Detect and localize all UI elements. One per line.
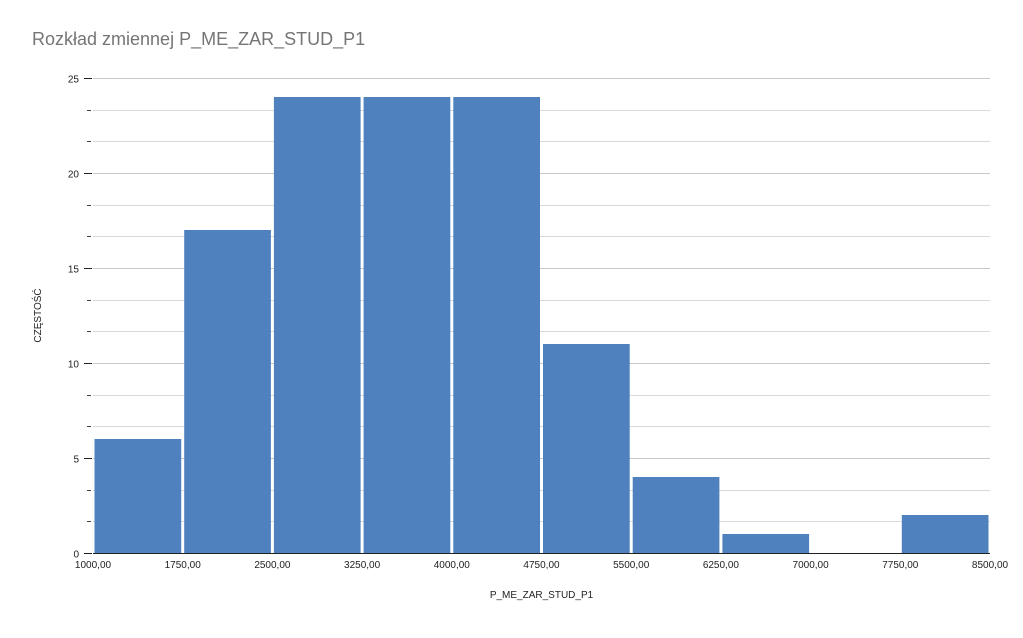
y-axis-title: CZĘSTOŚĆ (31, 288, 44, 342)
axis-labels: 0 5 10 15 20 25 1000,00 1750,00 2500,00 3250,00 40… (31, 75, 1009, 602)
chart-title: Rozkład zmiennej P_ME_ZAR_STUD_P1 (32, 29, 366, 49)
x-tick-label: 7750,00 (882, 560, 919, 571)
histogram-bar (363, 97, 451, 553)
bars (94, 97, 989, 553)
y-tick-label: 25 (68, 75, 80, 86)
histogram-bar (273, 97, 361, 553)
y-tick-label: 5 (73, 455, 79, 466)
y-tick-label: 0 (73, 550, 79, 561)
y-tick-label: 15 (68, 265, 80, 276)
histogram-bar (94, 439, 182, 553)
x-tick-label: 5500,00 (613, 560, 650, 571)
x-tick-label: 2500,00 (254, 560, 291, 571)
x-tick-label: 8500,00 (972, 560, 1009, 571)
y-tick-label: 20 (68, 170, 80, 181)
histogram-bar (543, 344, 630, 553)
x-tick-label: 3250,00 (344, 560, 381, 571)
x-tick-label: 6250,00 (703, 560, 740, 571)
x-tick-label: 4000,00 (434, 560, 471, 571)
x-tick-label: 1750,00 (165, 560, 202, 571)
histogram-bar (632, 477, 720, 553)
x-tick-label: 7000,00 (793, 560, 830, 571)
histogram-bar (184, 230, 271, 553)
x-axis-title: P_ME_ZAR_STUD_P1 (490, 590, 594, 601)
histogram-bar (901, 515, 989, 553)
histogram-bar (453, 97, 540, 553)
histogram-bar (722, 534, 810, 553)
x-tick-label: 4750,00 (523, 560, 560, 571)
y-tick-label: 10 (68, 360, 80, 371)
x-tick-label: 1000,00 (75, 560, 112, 571)
axes (84, 78, 990, 554)
